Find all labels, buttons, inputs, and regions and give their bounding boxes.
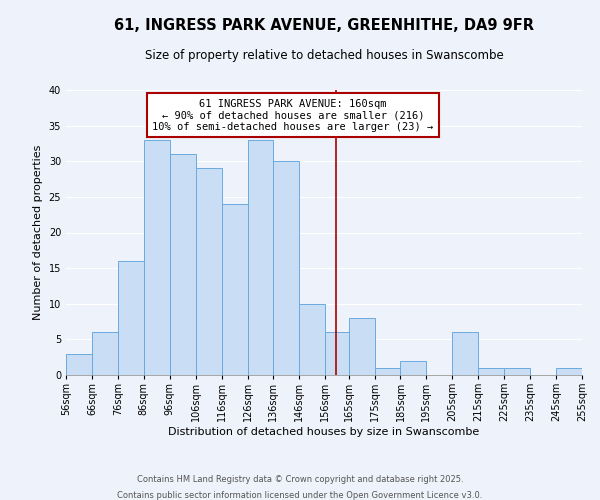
Bar xyxy=(196,168,221,375)
Bar xyxy=(325,332,349,375)
Bar xyxy=(66,354,92,375)
Text: Contains HM Land Registry data © Crown copyright and database right 2025.: Contains HM Land Registry data © Crown c… xyxy=(137,476,463,484)
Bar xyxy=(118,261,144,375)
Bar xyxy=(478,368,504,375)
Bar xyxy=(144,140,170,375)
Text: 61 INGRESS PARK AVENUE: 160sqm
← 90% of detached houses are smaller (216)
10% of: 61 INGRESS PARK AVENUE: 160sqm ← 90% of … xyxy=(152,98,434,132)
X-axis label: Distribution of detached houses by size in Swanscombe: Distribution of detached houses by size … xyxy=(169,427,479,437)
Bar xyxy=(556,368,582,375)
Text: 61, INGRESS PARK AVENUE, GREENHITHE, DA9 9FR: 61, INGRESS PARK AVENUE, GREENHITHE, DA9… xyxy=(114,18,534,32)
Bar xyxy=(170,154,196,375)
Bar xyxy=(274,161,299,375)
Bar xyxy=(374,368,400,375)
Bar xyxy=(452,332,478,375)
Bar xyxy=(400,361,427,375)
Bar xyxy=(299,304,325,375)
Text: Contains public sector information licensed under the Open Government Licence v3: Contains public sector information licen… xyxy=(118,490,482,500)
Y-axis label: Number of detached properties: Number of detached properties xyxy=(33,145,43,320)
Bar xyxy=(221,204,248,375)
Bar xyxy=(504,368,530,375)
Text: Size of property relative to detached houses in Swanscombe: Size of property relative to detached ho… xyxy=(145,48,503,62)
Bar xyxy=(248,140,274,375)
Bar xyxy=(92,332,118,375)
Bar xyxy=(349,318,374,375)
